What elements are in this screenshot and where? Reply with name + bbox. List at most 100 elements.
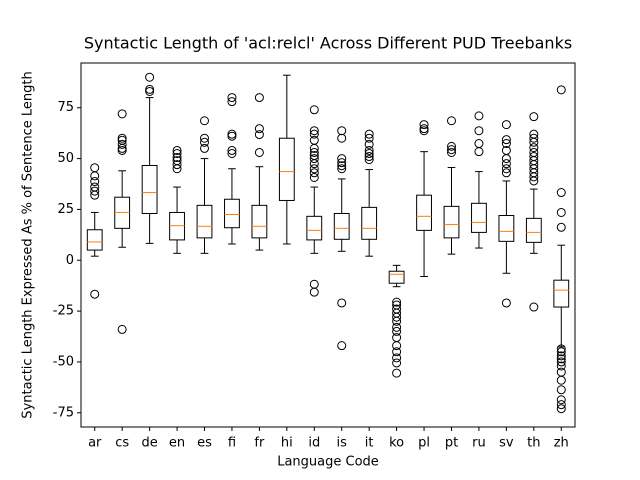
box [169,211,185,241]
outlier [364,133,374,143]
outlier [309,135,319,145]
outlier [227,97,237,107]
outlier [392,316,402,326]
x-tick-label: ar [88,436,102,451]
outlier [337,133,347,143]
y-tick-label: -50 [53,354,74,369]
outlier [556,188,566,198]
outlier [364,145,374,155]
outlier [419,120,429,130]
x-tick-label: is [337,436,348,451]
outlier [254,124,264,134]
outlier [556,207,566,217]
outlier [90,190,100,200]
outlier [474,139,484,149]
box [86,229,103,251]
x-tick-label: it [365,436,374,451]
outlier [529,112,539,122]
box [553,279,570,308]
outlier [254,93,264,103]
outlier [364,129,374,139]
outlier [337,154,347,164]
outlier [117,109,127,119]
outlier [309,172,319,182]
x-axis-label: Language Code [277,455,379,470]
outlier [556,367,566,377]
x-tick-label: zh [554,436,569,451]
outlier [172,160,182,170]
outlier [529,176,539,186]
outlier [392,353,402,363]
outlier [309,168,319,178]
outlier [447,116,456,126]
outlier [447,141,456,151]
box [333,212,350,240]
outlier [556,354,566,364]
outlier [200,143,209,153]
outlier [501,168,511,178]
outlier [145,84,155,94]
outlier [556,357,566,367]
outlier [309,105,319,115]
y-tick-label: 50 [57,151,74,166]
outlier [392,333,402,343]
chart-title: Syntactic Length of 'acl:relcl' Across D… [84,34,572,53]
box [361,206,378,240]
outlier [90,163,100,173]
outlier [90,171,100,181]
outlier [309,154,319,164]
plot-frame [80,62,576,428]
outlier [556,375,566,385]
outlier [117,139,127,149]
outlier [392,326,402,336]
box [278,137,295,201]
outlier [556,85,566,95]
outlier [90,177,100,187]
outlier [337,164,347,174]
y-tick-label: 25 [57,202,74,217]
outlier [529,143,539,153]
outlier [501,164,511,174]
outlier [392,358,402,368]
x-tick-label: de [141,436,157,451]
outlier [172,148,182,158]
outlier [501,139,511,149]
outlier [172,164,182,174]
outlier [392,347,402,357]
box [443,205,460,239]
outlier [309,279,319,289]
x-tick-label: fr [254,436,265,451]
outlier [337,161,347,171]
outlier [227,129,237,139]
y-tick-label: -25 [53,304,74,319]
outlier [337,298,347,308]
outlier [529,172,539,182]
y-tick-label: -75 [53,405,74,420]
y-tick-label: 75 [57,100,74,115]
outlier [392,312,402,322]
outlier [419,126,429,136]
box [416,194,432,231]
y-tick-label: 0 [66,253,74,268]
x-tick-label: ko [389,436,404,451]
x-tick-label: cs [115,436,129,451]
outlier [227,93,237,103]
outlier [392,368,402,378]
outlier [117,145,127,155]
outlier [145,86,155,96]
outlier [117,324,127,334]
outlier [556,404,566,414]
outlier [227,131,237,141]
outlier [474,111,484,121]
outlier [227,148,237,158]
outlier [227,145,237,155]
outlier [556,344,566,354]
outlier [501,135,511,145]
outlier [392,297,402,307]
x-tick-label: pt [445,436,458,451]
box [388,270,405,284]
outlier [172,145,182,155]
outlier [309,126,319,136]
outlier [556,222,566,232]
x-tick-label: sv [499,436,514,451]
